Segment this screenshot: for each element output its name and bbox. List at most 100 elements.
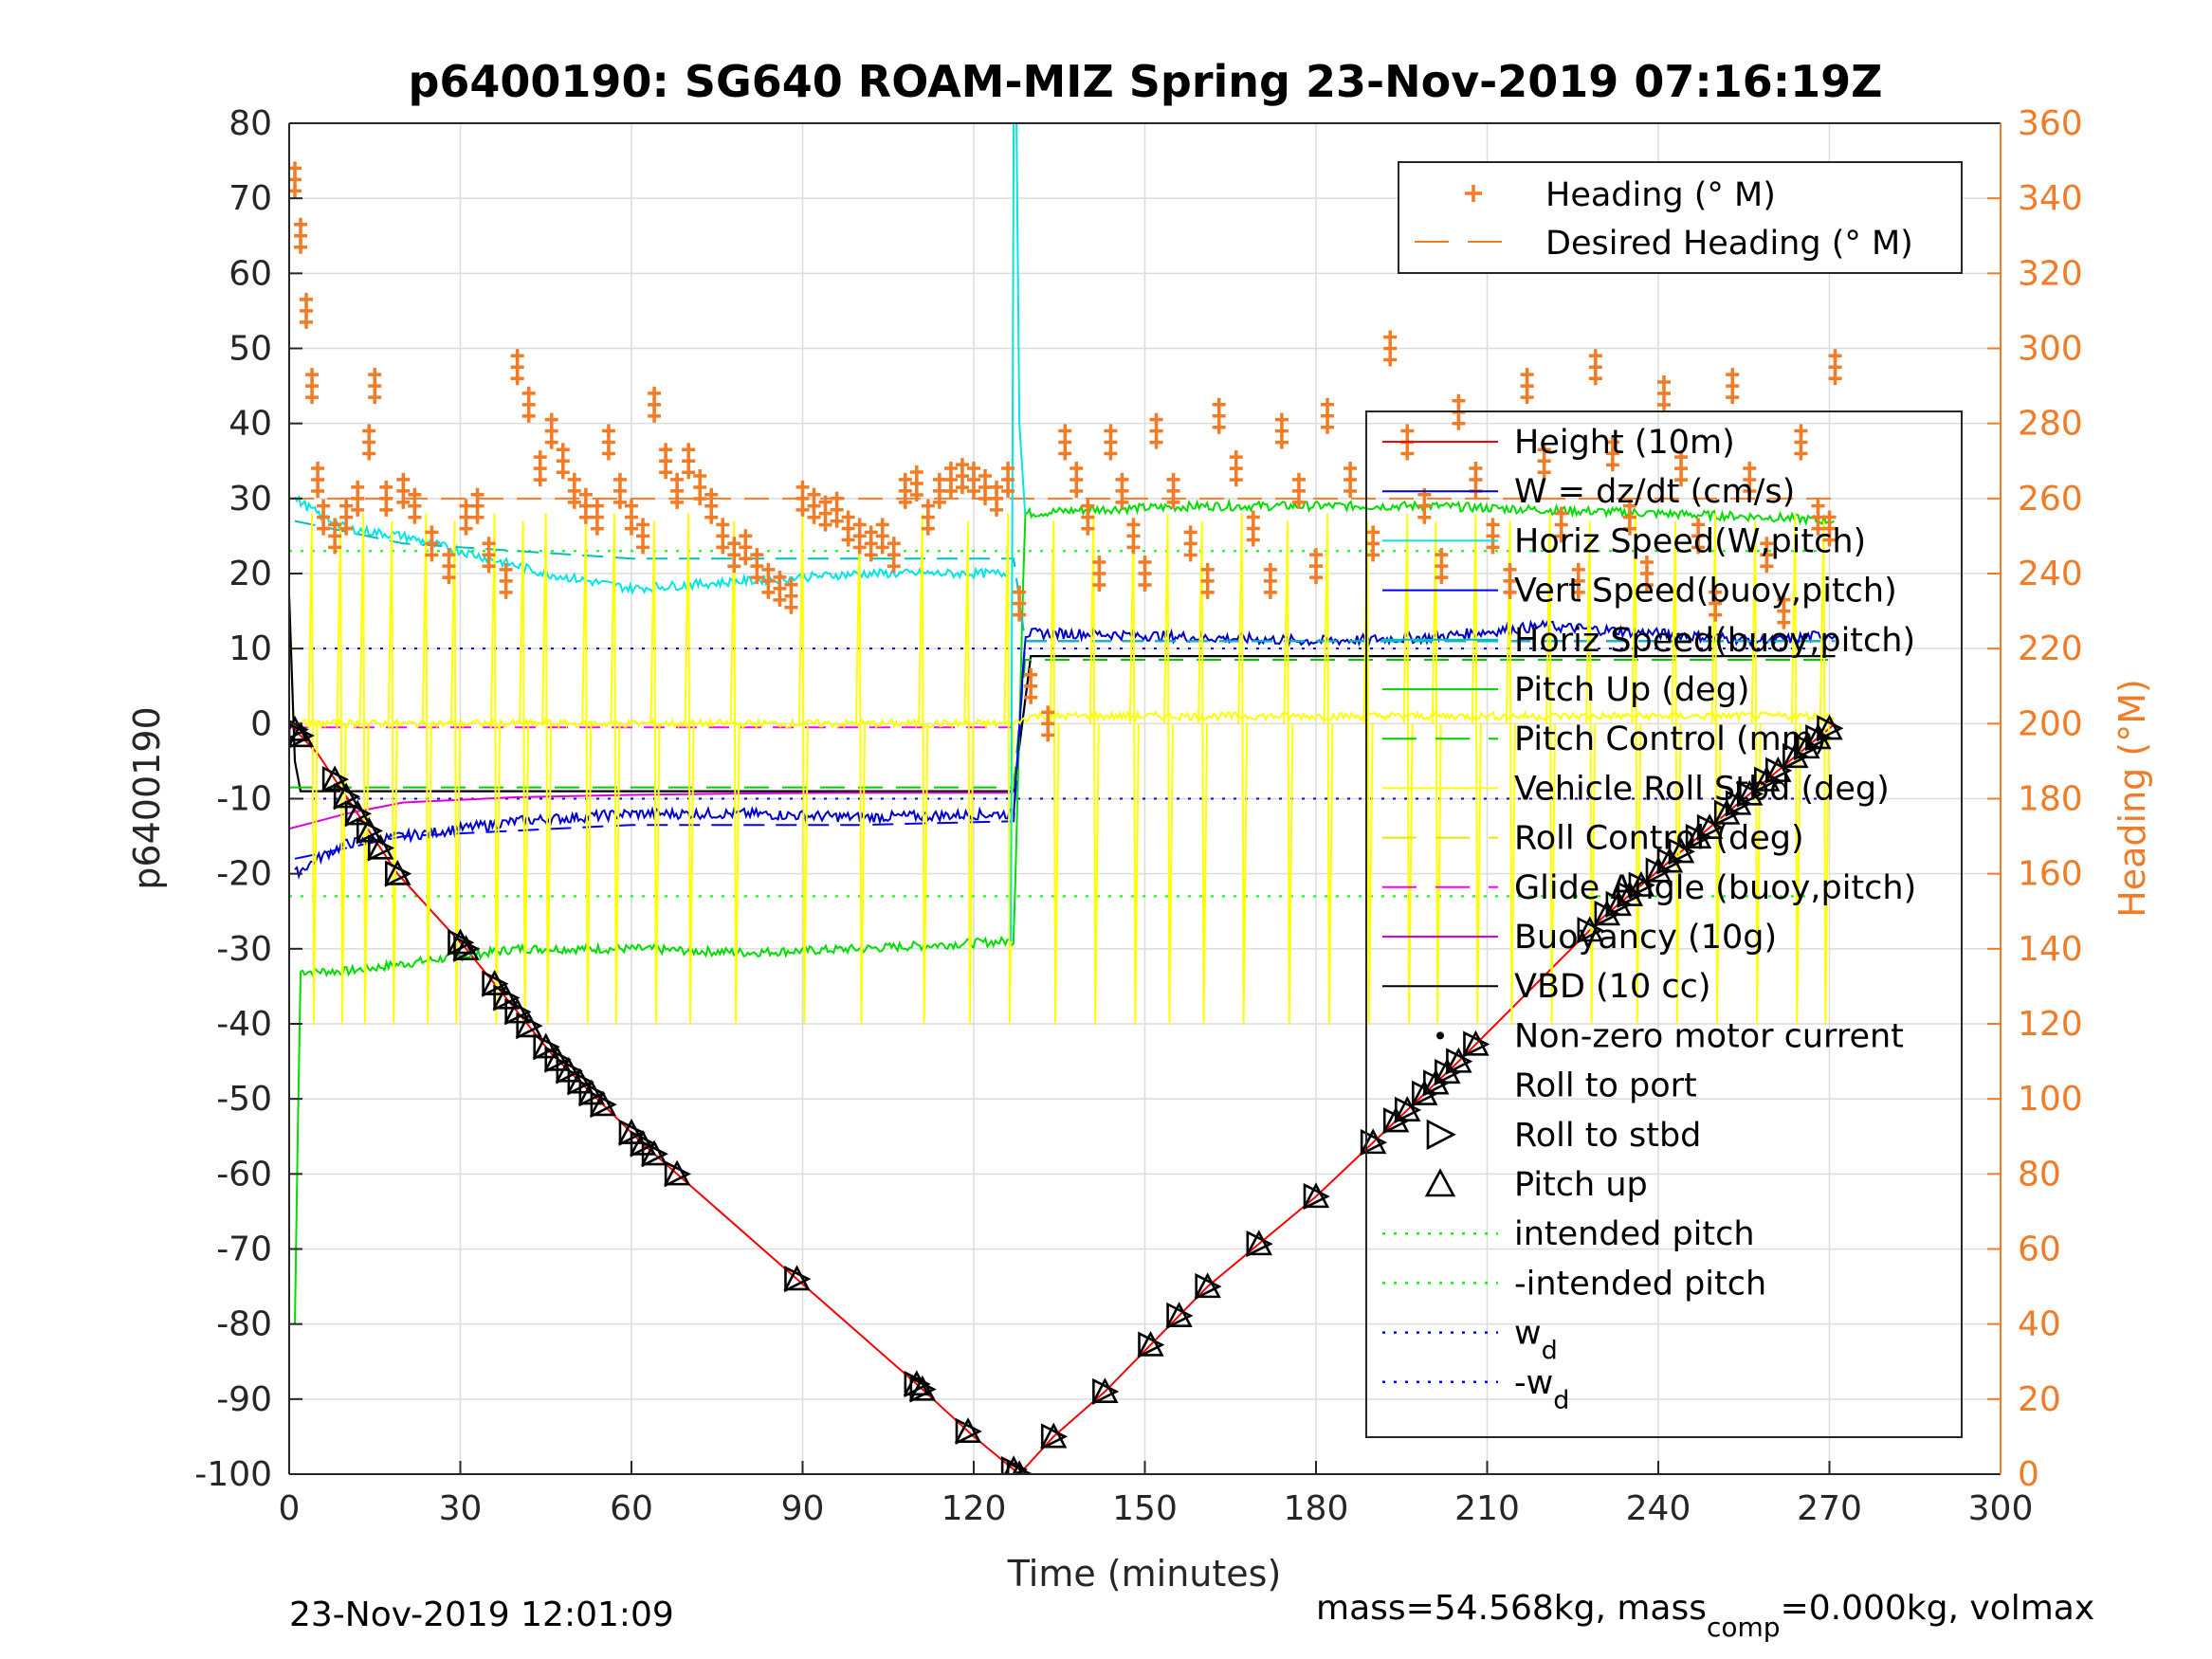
roll-spike <box>358 513 370 1025</box>
heading-marker <box>648 397 662 411</box>
heading-marker <box>1081 521 1095 536</box>
y2-tick-labels: 3603403203002802602402202001801601401201… <box>2018 104 2083 1494</box>
heading-marker <box>875 540 889 555</box>
heading-marker <box>368 379 382 393</box>
heading-marker <box>1291 472 1306 486</box>
legend-label: Non-zero motor current <box>1514 1017 1904 1055</box>
x-tick-label: 270 <box>1797 1489 1862 1528</box>
heading-marker <box>1709 608 1723 622</box>
y2-tick-label: 40 <box>2018 1305 2061 1344</box>
heading-marker <box>544 412 558 427</box>
heading-marker <box>795 491 810 505</box>
roll-spike <box>1402 513 1414 1025</box>
heading-marker <box>379 502 393 517</box>
heading-marker <box>521 386 536 400</box>
heading-marker <box>750 571 764 585</box>
heading-marker <box>1554 506 1568 520</box>
heading-marker <box>1657 387 1672 400</box>
heading-marker <box>533 473 547 487</box>
heading-marker <box>601 447 615 461</box>
heading-marker <box>482 548 496 562</box>
heading-marker <box>1274 435 1289 449</box>
heading-marker <box>470 487 484 501</box>
heading-marker <box>1674 462 1689 476</box>
heading-marker <box>1041 717 1055 731</box>
series-horiz-speed-w-pitch- <box>294 494 1009 595</box>
x-tick-label: 0 <box>279 1489 301 1528</box>
heading-marker <box>533 450 547 465</box>
heading-marker <box>739 552 753 566</box>
pitch-up-marker <box>954 1417 982 1443</box>
heading-marker <box>1344 473 1358 487</box>
heading-marker <box>887 548 901 562</box>
roll-to-stbd-marker <box>1446 1048 1473 1075</box>
heading-marker <box>578 487 593 501</box>
spike-pitch <box>294 971 302 1324</box>
heading-marker <box>1069 473 1084 487</box>
y-tick-label: -60 <box>216 1155 272 1194</box>
heading-marker <box>704 487 719 501</box>
heading-marker <box>1013 585 1027 599</box>
heading-marker <box>1503 562 1517 576</box>
heading-marker <box>1138 556 1152 569</box>
heading-marker <box>1469 473 1483 487</box>
roll-spike <box>1631 513 1642 1025</box>
roll-to-stbd-marker <box>453 935 481 962</box>
footer-timestamp: 23-Nov-2019 12:01:09 <box>289 1595 674 1634</box>
heading-marker <box>1274 424 1289 438</box>
heading-marker <box>1041 728 1055 742</box>
heading-marker <box>852 518 867 532</box>
heading-marker <box>1811 510 1825 524</box>
series-w-dz-dt-cm-s- <box>294 619 1836 881</box>
legend-label: Pitch Up (deg) <box>1514 671 1750 709</box>
heading-marker <box>294 240 308 254</box>
heading-marker <box>795 480 810 494</box>
heading-marker <box>601 424 615 438</box>
heading-marker <box>1760 537 1774 551</box>
heading-marker <box>739 529 753 543</box>
y2-tick-label: 180 <box>2018 780 2083 819</box>
heading-marker <box>636 540 650 555</box>
heading-marker <box>567 495 581 509</box>
heading-marker <box>305 391 320 405</box>
roll-spike <box>1162 513 1174 1025</box>
heading-marker <box>362 447 376 461</box>
heading-marker <box>921 510 935 524</box>
heading-marker <box>875 529 889 543</box>
heading-marker <box>1571 562 1585 576</box>
heading-marker <box>1605 447 1619 461</box>
heading-marker <box>659 443 673 457</box>
heading-marker <box>990 491 1004 505</box>
heading-marker <box>670 472 685 486</box>
heading-markers <box>289 161 1842 742</box>
roll-spike <box>1283 520 1294 1025</box>
heading-marker <box>1212 409 1226 423</box>
roll-to-stbd-marker <box>784 1266 812 1293</box>
roll-to-stbd-marker <box>1628 871 1655 899</box>
roll-spike <box>1088 513 1100 1025</box>
legend-swatch <box>1426 1119 1456 1150</box>
pitch-up-marker <box>1091 1377 1119 1404</box>
x-tick-label: 210 <box>1454 1489 1520 1528</box>
roll-to-stbd-marker <box>1736 780 1764 808</box>
legend-swatch <box>1436 1031 1444 1040</box>
heading-marker <box>670 495 685 509</box>
heading-marker <box>590 499 604 513</box>
heading-marker <box>1417 510 1432 524</box>
heading-marker <box>955 481 969 495</box>
y-tick-label: 70 <box>229 179 272 218</box>
heading-marker <box>1674 450 1689 465</box>
heading-marker <box>1674 473 1689 487</box>
roll-spike <box>1471 513 1482 1025</box>
heading-marker <box>1309 548 1323 562</box>
heading-marker <box>625 510 638 524</box>
x-tick-label: 300 <box>1968 1489 2034 1528</box>
heading-marker <box>578 499 593 513</box>
heading-marker <box>459 510 473 524</box>
roll-spike <box>307 513 319 1025</box>
heading-marker <box>1200 562 1215 576</box>
heading-marker <box>1605 458 1619 472</box>
heading-marker <box>1435 559 1449 574</box>
heading-marker <box>1794 447 1808 461</box>
pitch-up-marker <box>1302 1182 1330 1209</box>
